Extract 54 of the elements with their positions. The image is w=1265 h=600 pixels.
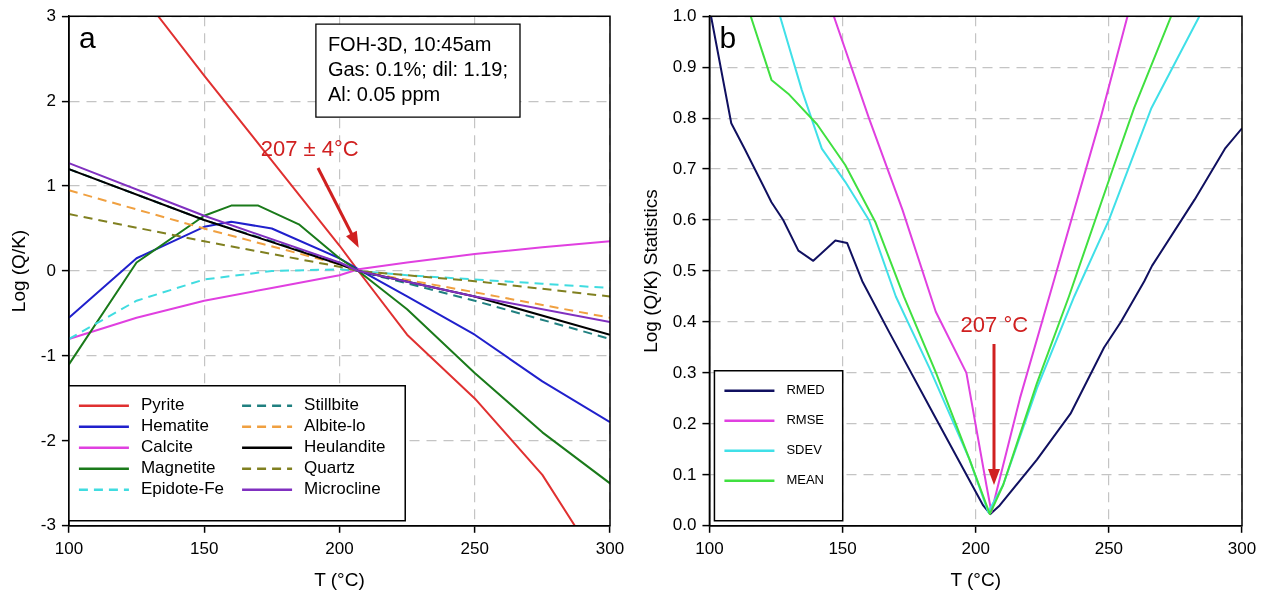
annotation: 207 ± 4°C <box>260 136 359 162</box>
x-tick-label: 250 <box>460 538 489 558</box>
y-tick-label: -2 <box>40 430 56 450</box>
annotation: b <box>719 21 737 55</box>
legend-label: Stillbite <box>304 395 359 415</box>
y-tick-label: 0.2 <box>672 413 697 433</box>
legend-label: Quartz <box>304 458 356 478</box>
annotation: Al: 0.05 ppm <box>327 83 441 106</box>
y-tick-label: 0 <box>46 260 56 280</box>
annotation: a <box>78 21 96 55</box>
y-tick-label: 0.0 <box>672 515 697 535</box>
x-tick-label: 200 <box>325 538 354 558</box>
y-tick-label: 0.8 <box>672 107 697 127</box>
x-axis-title: T (°C) <box>950 568 1001 590</box>
y-axis-title: Log (Q/K) <box>7 229 29 313</box>
y-tick-label: 3 <box>46 5 56 25</box>
annotation: 207 °C <box>960 312 1029 338</box>
y-axis-title: Log (Q/K) Statistics <box>639 189 661 353</box>
legend-label: Albite-lo <box>304 416 366 436</box>
x-tick-label: 300 <box>1227 538 1257 558</box>
x-tick-label: 200 <box>961 538 990 558</box>
legend-label: Epidote-Fe <box>140 479 225 499</box>
y-tick-label: -3 <box>40 515 56 535</box>
line-series <box>68 213 610 298</box>
legend-label: SDEV <box>786 442 823 458</box>
x-tick-label: 250 <box>1094 538 1124 558</box>
legend-label: Magnetite <box>140 458 216 478</box>
x-tick-label: 150 <box>190 538 219 558</box>
legend-label: Pyrite <box>140 395 185 415</box>
y-tick-label: 1 <box>46 175 56 195</box>
annotation: FOH-3D, 10:45am <box>327 33 492 56</box>
y-tick-label: 0.4 <box>672 311 697 331</box>
x-tick-label: 300 <box>595 538 625 558</box>
y-tick-label: 0.9 <box>672 56 697 76</box>
legend-label: Heulandite <box>304 437 386 457</box>
y-tick-label: 0.3 <box>672 362 697 382</box>
y-tick-label: 1.0 <box>672 5 697 25</box>
y-tick-label: 0.7 <box>672 158 697 178</box>
annotation: Gas: 0.1%; dil: 1.19; <box>327 58 509 81</box>
x-axis-title: T (°C) <box>314 568 365 590</box>
y-tick-label: 0.5 <box>672 260 697 280</box>
legend-label: RMSE <box>786 412 825 428</box>
x-tick-label: 100 <box>695 538 724 558</box>
legend-label: Calcite <box>140 437 193 457</box>
legend-label: RMED <box>786 382 825 398</box>
x-tick-label: 150 <box>828 538 857 558</box>
y-tick-label: 0.6 <box>672 209 697 229</box>
y-tick-label: -1 <box>40 345 56 365</box>
legend-label: MEAN <box>786 472 824 488</box>
legend-label: Microcline <box>304 479 381 499</box>
legend-label: Hematite <box>140 416 209 436</box>
x-tick-label: 100 <box>54 538 84 558</box>
y-tick-label: 2 <box>46 90 56 110</box>
y-tick-label: 0.1 <box>672 464 697 484</box>
